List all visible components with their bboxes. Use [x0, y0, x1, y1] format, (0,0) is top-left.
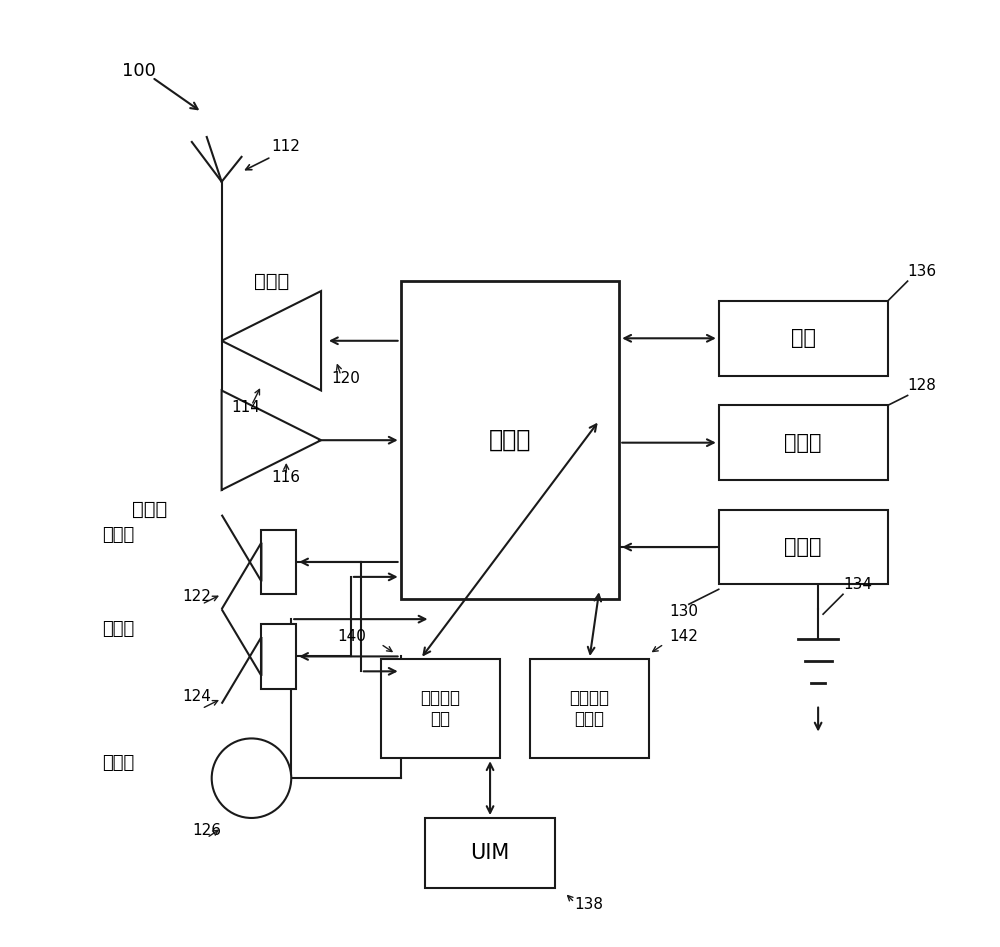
Bar — [425, 818, 555, 887]
Text: 130: 130 — [669, 604, 698, 619]
Text: 142: 142 — [669, 629, 698, 644]
Bar — [381, 659, 500, 759]
Text: 发射机: 发射机 — [254, 272, 289, 291]
Bar — [261, 624, 296, 688]
Text: 122: 122 — [182, 589, 211, 604]
Text: 114: 114 — [232, 401, 260, 416]
Text: 112: 112 — [271, 139, 300, 154]
Bar — [261, 529, 296, 595]
Text: 麦克风: 麦克风 — [102, 755, 135, 773]
Text: 124: 124 — [182, 688, 211, 704]
Text: 控制器: 控制器 — [489, 428, 531, 453]
Bar — [530, 659, 649, 759]
Text: 接收机: 接收机 — [132, 500, 167, 519]
Circle shape — [212, 739, 291, 818]
Text: 128: 128 — [908, 378, 936, 393]
Text: 126: 126 — [192, 823, 221, 838]
Polygon shape — [222, 291, 321, 390]
Bar — [719, 405, 888, 480]
Bar — [401, 281, 619, 599]
Text: 振鄱器: 振鄱器 — [102, 526, 135, 544]
Text: 相机: 相机 — [791, 329, 816, 348]
Text: 小键盘: 小键盘 — [784, 537, 822, 557]
Text: UIM: UIM — [470, 843, 510, 863]
Text: 易失性存
储器: 易失性存 储器 — [420, 689, 460, 728]
Bar — [719, 301, 888, 376]
Bar — [719, 509, 888, 584]
Text: 显示器: 显示器 — [784, 433, 822, 453]
Text: 136: 136 — [908, 263, 937, 278]
Text: 非易失性
存储器: 非易失性 存储器 — [569, 689, 609, 728]
Polygon shape — [222, 390, 321, 490]
Text: 138: 138 — [575, 898, 604, 913]
Text: 134: 134 — [843, 577, 872, 592]
Text: 116: 116 — [271, 470, 300, 485]
Text: 扬声器: 扬声器 — [102, 620, 135, 638]
Text: 100: 100 — [122, 63, 156, 80]
Text: 120: 120 — [331, 370, 360, 385]
Text: 140: 140 — [337, 629, 366, 644]
